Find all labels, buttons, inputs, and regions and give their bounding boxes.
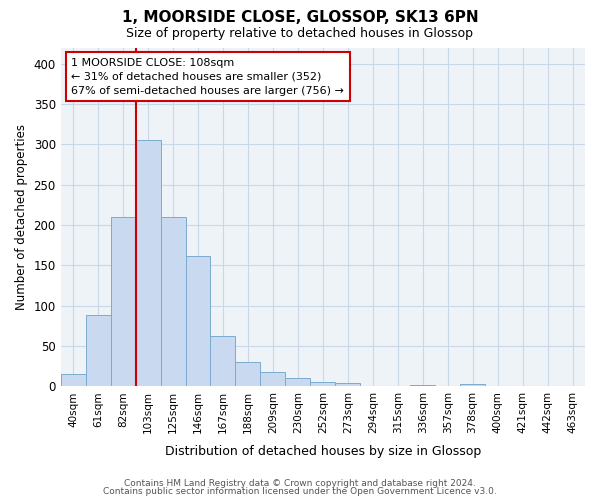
Text: Contains public sector information licensed under the Open Government Licence v3: Contains public sector information licen…: [103, 487, 497, 496]
Text: Size of property relative to detached houses in Glossop: Size of property relative to detached ho…: [127, 28, 473, 40]
Bar: [286, 378, 310, 386]
Bar: [335, 383, 360, 386]
Bar: [460, 384, 485, 386]
Bar: [185, 256, 211, 386]
Text: 1 MOORSIDE CLOSE: 108sqm
← 31% of detached houses are smaller (352)
67% of semi-: 1 MOORSIDE CLOSE: 108sqm ← 31% of detach…: [71, 58, 344, 96]
Bar: [161, 217, 185, 386]
Bar: [260, 372, 286, 386]
Bar: [410, 385, 435, 386]
X-axis label: Distribution of detached houses by size in Glossop: Distribution of detached houses by size …: [165, 444, 481, 458]
Bar: [136, 140, 161, 386]
Bar: [235, 362, 260, 386]
Text: 1, MOORSIDE CLOSE, GLOSSOP, SK13 6PN: 1, MOORSIDE CLOSE, GLOSSOP, SK13 6PN: [122, 10, 478, 25]
Bar: [310, 382, 335, 386]
Bar: [61, 374, 86, 386]
Bar: [211, 336, 235, 386]
Y-axis label: Number of detached properties: Number of detached properties: [15, 124, 28, 310]
Text: Contains HM Land Registry data © Crown copyright and database right 2024.: Contains HM Land Registry data © Crown c…: [124, 478, 476, 488]
Bar: [86, 316, 110, 386]
Bar: [110, 217, 136, 386]
